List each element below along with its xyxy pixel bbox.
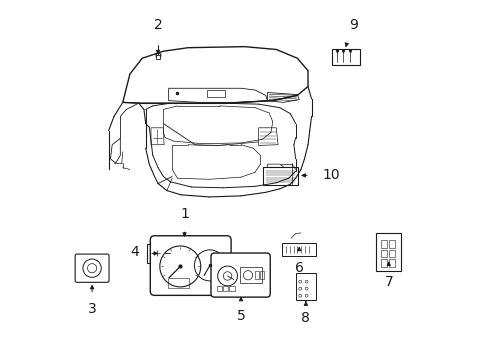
- Text: 7: 7: [384, 275, 392, 289]
- Text: 8: 8: [301, 311, 310, 325]
- Text: 10: 10: [322, 168, 339, 182]
- FancyBboxPatch shape: [282, 243, 315, 256]
- Text: 9: 9: [348, 18, 357, 32]
- Text: 3: 3: [87, 302, 96, 316]
- Text: 1: 1: [180, 207, 188, 221]
- Text: 5: 5: [236, 309, 245, 323]
- Text: 4: 4: [130, 245, 139, 259]
- FancyBboxPatch shape: [376, 233, 400, 271]
- Text: 2: 2: [153, 18, 162, 32]
- FancyBboxPatch shape: [263, 167, 298, 185]
- FancyBboxPatch shape: [150, 236, 231, 295]
- FancyBboxPatch shape: [295, 273, 315, 300]
- Text: 6: 6: [294, 261, 303, 275]
- FancyBboxPatch shape: [210, 253, 270, 297]
- FancyBboxPatch shape: [147, 244, 166, 263]
- FancyBboxPatch shape: [75, 254, 109, 282]
- FancyBboxPatch shape: [331, 49, 360, 65]
